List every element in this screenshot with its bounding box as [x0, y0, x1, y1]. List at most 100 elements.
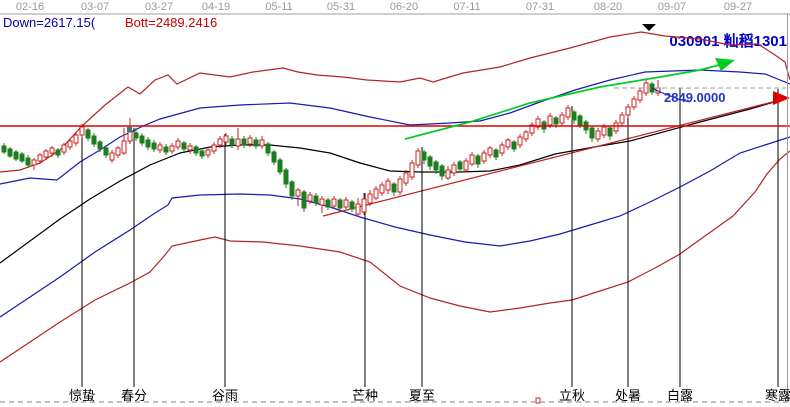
date-label: 06-20 [389, 1, 419, 13]
solar-term-label-谷雨: 谷雨 [212, 388, 238, 403]
solar-term-label-立秋: 立秋 [559, 388, 585, 403]
candle-body [235, 138, 241, 147]
green-arrowhead-icon [715, 58, 735, 71]
axis-separator-line [0, 13, 790, 15]
candle-body [511, 141, 517, 150]
candle-body [361, 198, 367, 213]
candle-body [565, 107, 571, 118]
candle-body [373, 188, 379, 199]
candle-body [547, 115, 553, 126]
candle-body [619, 114, 625, 124]
red-bottom-marker [535, 397, 541, 404]
candle-body [55, 149, 61, 156]
candle-body [193, 146, 199, 154]
candle-body [553, 117, 559, 125]
candle-body [325, 199, 331, 208]
candle-body [97, 141, 103, 150]
candle-body [355, 203, 361, 215]
candle-body [121, 140, 127, 154]
candle-body [73, 134, 79, 144]
date-label: 09-07 [657, 1, 687, 13]
candle-body [421, 151, 427, 161]
candle-body [559, 114, 565, 124]
candle-body [631, 98, 637, 108]
candle-body [217, 138, 223, 146]
candle-body [295, 189, 301, 197]
candle-body [523, 131, 529, 140]
candle-body [31, 159, 37, 166]
solar-term-label-春分: 春分 [121, 388, 147, 403]
candle-body [43, 150, 49, 158]
solar-term-label-芒种: 芒种 [352, 388, 378, 403]
candle-body [577, 115, 583, 126]
date-label: 09-27 [723, 1, 753, 13]
solar-term-label-白露: 白露 [667, 388, 693, 403]
candle-body [211, 144, 217, 152]
date-label: 02-16 [15, 1, 45, 13]
candle-body [157, 144, 163, 151]
candle-body [49, 147, 55, 154]
candle-body [343, 199, 349, 208]
candle-body [7, 148, 13, 157]
candle-body [475, 155, 481, 165]
middle-black-band [0, 97, 789, 264]
date-label: 05-11 [265, 1, 293, 13]
candle-body [403, 172, 409, 184]
candle-body [367, 193, 373, 204]
candle-body [637, 90, 643, 101]
candle-body [379, 184, 385, 194]
down-indicator-value: Down=2617.15( [3, 15, 96, 30]
candle-body [313, 195, 319, 204]
candle-body [79, 126, 85, 136]
candle-body [469, 154, 475, 165]
last-price-label: 2849.0000 [664, 90, 726, 105]
candle-body [457, 161, 463, 170]
teal-square-marker [127, 127, 132, 132]
date-label: 08-20 [593, 1, 623, 13]
candle-body [433, 161, 439, 171]
candle-body [199, 150, 205, 157]
candle-body [127, 131, 133, 142]
candle-body [277, 159, 283, 173]
candle-body [85, 129, 91, 139]
candle-body [529, 124, 535, 134]
date-label: 03-07 [80, 1, 110, 13]
candle-body [307, 194, 313, 202]
candle-body [589, 127, 595, 139]
candle-body [247, 137, 253, 145]
candle-body [409, 162, 415, 178]
red-uptrend-line [322, 97, 789, 217]
candle-body [181, 142, 187, 150]
candle-body [145, 139, 151, 148]
date-label: 04-19 [201, 1, 231, 13]
candle-body [205, 149, 211, 156]
bott-indicator-value: Bott=2489.2416 [125, 15, 218, 30]
candle-body [319, 198, 325, 206]
candle-body [133, 132, 139, 139]
candle-body [13, 151, 19, 160]
date-label: 03-27 [144, 1, 174, 13]
candle-body [397, 178, 403, 193]
candle-body [241, 138, 247, 146]
candle-body [301, 191, 307, 209]
candle-body [337, 199, 343, 209]
candle-body [463, 160, 469, 171]
blue-ma-tail [651, 87, 691, 103]
upper-blue-band [0, 69, 790, 185]
candle-body [571, 111, 577, 121]
candle-body [169, 145, 175, 152]
candle-body [1, 145, 7, 153]
date-label: 07-31 [525, 1, 555, 13]
lower-blue-band [0, 136, 790, 318]
candle-body [607, 127, 613, 137]
peak-triangle-icon [642, 24, 656, 31]
solar-term-label-处暑: 处暑 [615, 388, 641, 403]
solar-term-label-夏至: 夏至 [409, 388, 435, 403]
candle-body [427, 156, 433, 167]
candle-body [19, 153, 25, 162]
candle-body [385, 180, 391, 191]
candle-body [109, 152, 115, 161]
candle-body [289, 181, 295, 197]
